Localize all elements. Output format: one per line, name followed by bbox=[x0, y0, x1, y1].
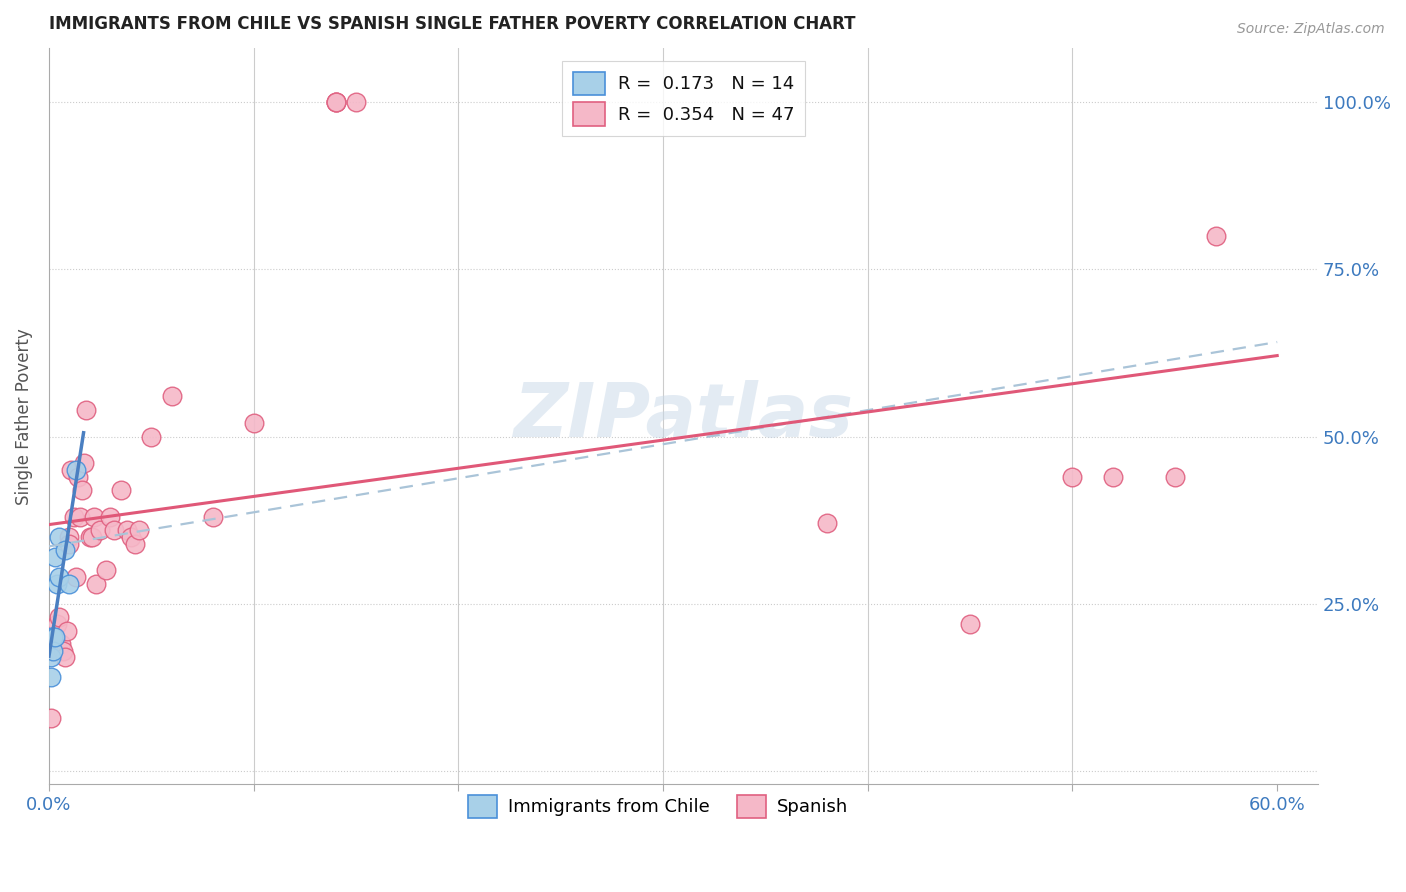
Point bbox=[44, 549, 66, 564]
Point bbox=[62, 509, 84, 524]
Text: ZIPatlas: ZIPatlas bbox=[513, 380, 853, 453]
Point bbox=[73, 456, 96, 470]
Point bbox=[96, 563, 118, 577]
Point bbox=[141, 429, 163, 443]
Point bbox=[42, 643, 65, 657]
Point bbox=[39, 670, 62, 684]
Point bbox=[42, 643, 65, 657]
Point bbox=[1205, 228, 1227, 243]
Point bbox=[815, 516, 838, 531]
Point bbox=[80, 530, 103, 544]
Point bbox=[39, 630, 62, 644]
Point bbox=[42, 630, 65, 644]
Point bbox=[44, 630, 66, 644]
Point bbox=[100, 509, 122, 524]
Text: IMMIGRANTS FROM CHILE VS SPANISH SINGLE FATHER POVERTY CORRELATION CHART: IMMIGRANTS FROM CHILE VS SPANISH SINGLE … bbox=[49, 15, 855, 33]
Point bbox=[39, 710, 62, 724]
Point bbox=[1062, 469, 1084, 483]
Point bbox=[46, 576, 69, 591]
Point bbox=[128, 523, 150, 537]
Point bbox=[65, 570, 87, 584]
Point bbox=[46, 616, 69, 631]
Point bbox=[58, 576, 80, 591]
Point bbox=[48, 610, 70, 624]
Legend: Immigrants from Chile, Spanish: Immigrants from Chile, Spanish bbox=[460, 786, 858, 827]
Point bbox=[83, 509, 105, 524]
Point bbox=[51, 637, 73, 651]
Point bbox=[53, 650, 76, 665]
Point bbox=[58, 536, 80, 550]
Point bbox=[48, 530, 70, 544]
Y-axis label: Single Father Poverty: Single Father Poverty bbox=[15, 328, 32, 505]
Point bbox=[39, 630, 62, 644]
Point bbox=[84, 576, 107, 591]
Point bbox=[325, 95, 347, 109]
Point bbox=[160, 389, 183, 403]
Point bbox=[124, 536, 146, 550]
Text: Source: ZipAtlas.com: Source: ZipAtlas.com bbox=[1237, 22, 1385, 37]
Point bbox=[42, 630, 65, 644]
Point bbox=[120, 530, 142, 544]
Point bbox=[48, 570, 70, 584]
Point bbox=[65, 463, 87, 477]
Point bbox=[58, 530, 80, 544]
Point bbox=[60, 463, 83, 477]
Point bbox=[56, 624, 79, 638]
Point bbox=[110, 483, 132, 497]
Point bbox=[44, 630, 66, 644]
Point bbox=[69, 509, 91, 524]
Point bbox=[325, 95, 347, 109]
Point bbox=[959, 616, 981, 631]
Point bbox=[201, 509, 224, 524]
Point bbox=[66, 469, 89, 483]
Point bbox=[103, 523, 125, 537]
Point bbox=[115, 523, 138, 537]
Point bbox=[39, 650, 62, 665]
Point bbox=[53, 543, 76, 558]
Point bbox=[1102, 469, 1125, 483]
Point bbox=[79, 530, 101, 544]
Point bbox=[89, 523, 111, 537]
Point bbox=[52, 643, 75, 657]
Point bbox=[325, 95, 347, 109]
Point bbox=[75, 402, 97, 417]
Point bbox=[70, 483, 93, 497]
Point bbox=[344, 95, 367, 109]
Point bbox=[1164, 469, 1187, 483]
Point bbox=[242, 416, 264, 430]
